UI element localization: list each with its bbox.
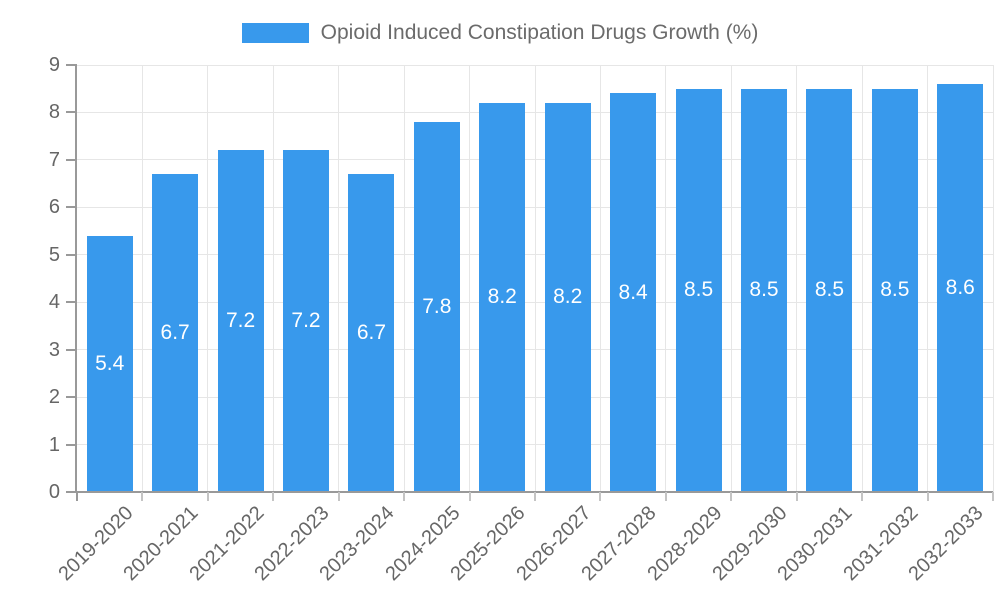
gridline-vertical <box>534 65 536 492</box>
y-tickmark <box>66 253 77 256</box>
bar-value-label: 7.2 <box>291 309 321 333</box>
bar-value-label: 8.5 <box>749 278 779 302</box>
bar-value-label: 8.2 <box>487 285 517 309</box>
gridline-vertical <box>207 65 209 492</box>
gridline-vertical <box>927 65 929 492</box>
y-tick-label: 2 <box>48 386 60 409</box>
x-tickmark <box>337 492 340 501</box>
legend-label: Opioid Induced Constipation Drugs Growth… <box>320 21 759 44</box>
bar-value-label: 7.8 <box>422 294 452 318</box>
y-tickmark <box>66 206 77 209</box>
bar-value-label: 8.5 <box>683 278 714 302</box>
bar-value-label: 5.4 <box>95 351 125 375</box>
gridline-vertical <box>403 65 405 492</box>
y-axis-line <box>75 65 77 492</box>
x-tickmark <box>76 492 78 501</box>
x-tickmark <box>534 492 536 501</box>
y-tickmark <box>66 491 77 493</box>
y-tick-label: 8 <box>48 101 60 124</box>
x-tickmark <box>599 492 602 501</box>
y-tickmark <box>66 396 77 399</box>
bar-value-label: 8.6 <box>945 275 975 299</box>
bar <box>413 121 460 492</box>
chart-legend[interactable]: Opioid Induced Constipation Drugs Growth… <box>0 21 1000 45</box>
bar <box>610 93 657 492</box>
x-tickmark <box>141 492 144 501</box>
gridline-vertical <box>141 65 143 492</box>
bar-value-label: 8.5 <box>814 278 845 302</box>
gridline-vertical <box>665 65 667 492</box>
gridline-vertical <box>469 65 471 492</box>
y-tick-label: 9 <box>48 54 60 76</box>
x-tickmark <box>206 492 209 501</box>
y-tickmark <box>66 301 77 304</box>
y-tick-label: 0 <box>48 481 60 503</box>
bar <box>283 150 329 492</box>
x-tickmark <box>992 492 994 501</box>
bar-value-label: 8.5 <box>880 278 910 302</box>
legend-swatch <box>241 23 309 43</box>
bar-value-label: 8.2 <box>553 285 583 309</box>
bar <box>544 102 591 492</box>
gridline-vertical <box>861 65 863 492</box>
bar <box>348 174 395 492</box>
x-tickmark <box>403 492 406 501</box>
y-tickmark <box>66 111 77 114</box>
bar-value-label: 6.7 <box>160 321 190 345</box>
y-tick-label: 5 <box>48 243 60 266</box>
bar <box>479 102 526 492</box>
y-tick-label: 6 <box>48 196 60 219</box>
gridline-vertical <box>338 65 340 492</box>
bar <box>86 235 133 492</box>
y-tick-label: 3 <box>48 338 60 361</box>
bar-value-label: 8.4 <box>618 280 648 304</box>
bar <box>152 174 199 492</box>
bar <box>741 88 787 492</box>
y-tick-label: 4 <box>48 291 60 314</box>
x-tickmark <box>730 492 733 501</box>
y-tickmark <box>66 64 77 66</box>
y-tick-label: 7 <box>48 148 60 171</box>
bar <box>871 88 918 492</box>
bar <box>806 88 853 492</box>
bar-value-label: 6.7 <box>356 321 387 345</box>
y-tick-label: 1 <box>48 433 60 456</box>
bar <box>937 83 984 492</box>
x-tickmark <box>795 492 798 501</box>
gridline-vertical <box>796 65 798 492</box>
x-tickmark <box>272 492 275 501</box>
gridline-vertical <box>272 65 274 492</box>
bar-value-label: 7.2 <box>225 309 256 333</box>
x-tickmark <box>861 492 864 501</box>
bar <box>217 150 264 492</box>
gridline-vertical <box>730 65 732 492</box>
y-tickmark <box>66 443 77 446</box>
x-tickmark <box>468 492 471 501</box>
gridline-vertical <box>992 65 994 492</box>
gridline-vertical <box>599 65 601 492</box>
x-tickmark <box>926 492 929 501</box>
bar <box>675 88 722 492</box>
y-tickmark <box>66 158 77 161</box>
x-tickmark <box>664 492 667 501</box>
y-tickmark <box>66 348 77 351</box>
